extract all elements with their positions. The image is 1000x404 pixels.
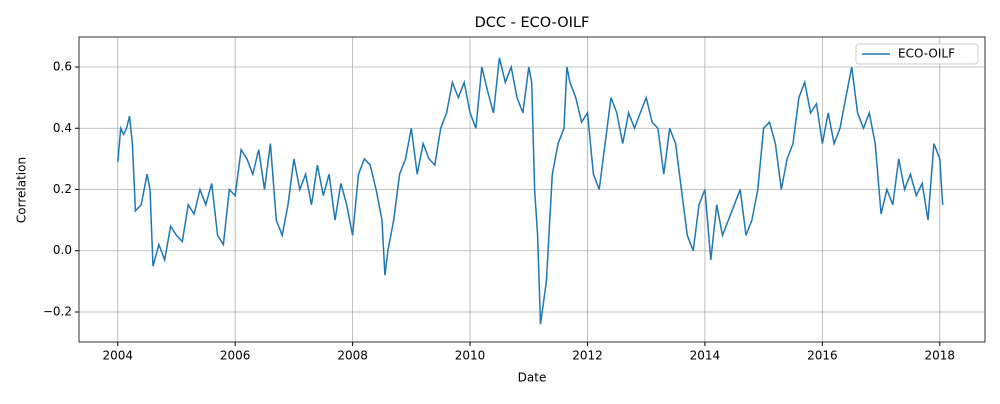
legend-label: ECO-OILF bbox=[898, 47, 955, 61]
y-tick-label: −0.2 bbox=[43, 304, 72, 318]
y-tick-label: 0.6 bbox=[53, 60, 72, 74]
x-axis-label: Date bbox=[518, 371, 547, 385]
legend-box bbox=[855, 43, 979, 65]
x-tick-label: 2010 bbox=[455, 349, 486, 363]
chart-title: DCC - ECO-OILF bbox=[475, 15, 590, 31]
x-tick-label: 2018 bbox=[925, 349, 956, 363]
plot-frame bbox=[78, 36, 986, 343]
x-tick-label: 2014 bbox=[690, 349, 721, 363]
x-tick-label: 2006 bbox=[220, 349, 251, 363]
y-tick-label: 0.0 bbox=[53, 243, 72, 257]
x-tick-label: 2012 bbox=[572, 349, 603, 363]
y-axis-label: Correlation bbox=[15, 157, 29, 223]
x-tick-label: 2008 bbox=[337, 349, 368, 363]
y-tick-label: 0.2 bbox=[53, 182, 72, 196]
x-tick-label: 2016 bbox=[807, 349, 838, 363]
x-tick-label: 2004 bbox=[102, 349, 133, 363]
y-tick-label: 0.4 bbox=[53, 121, 72, 135]
line-series bbox=[117, 57, 944, 325]
